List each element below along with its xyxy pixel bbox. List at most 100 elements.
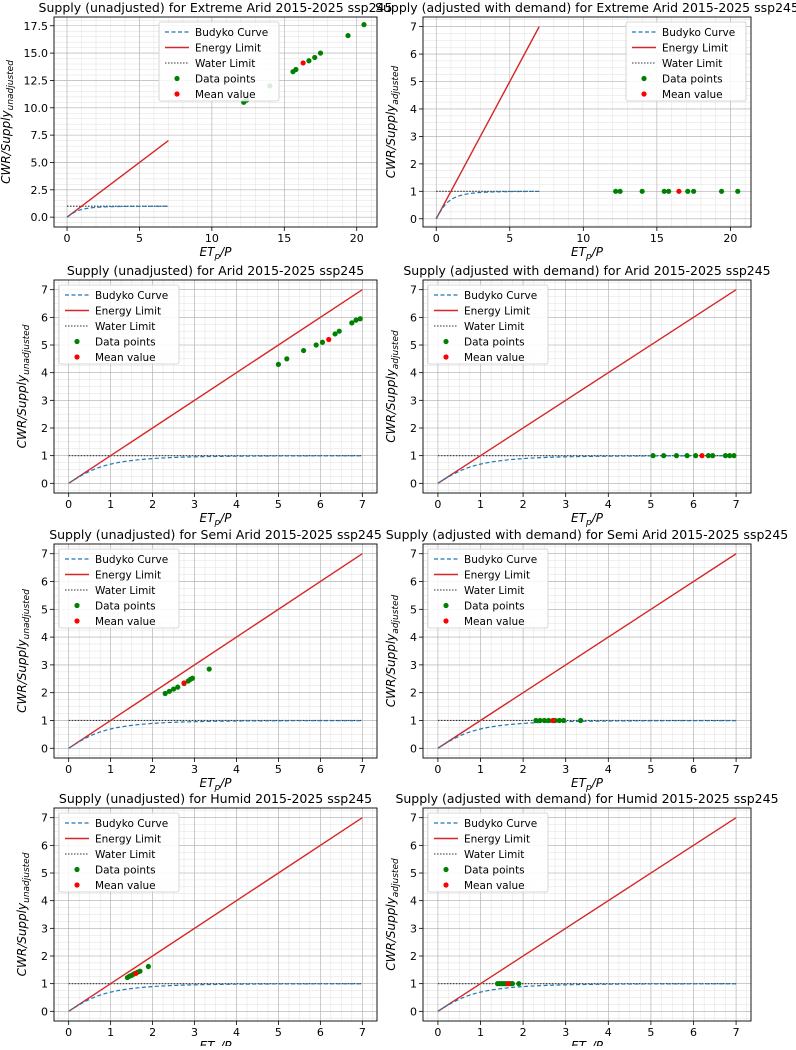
x-tick-label: 20 [723, 232, 737, 245]
y-tick-label: 6 [41, 576, 48, 589]
mean-point [181, 680, 187, 686]
axes-frame [422, 543, 752, 759]
legend-box [427, 812, 549, 893]
y-axis-label-main: CWR/Supply [384, 633, 398, 707]
x-axis-label-sub: p [585, 252, 592, 262]
energy-limit-line [437, 553, 737, 749]
y-tick-label: 1 [410, 714, 417, 727]
legend-label: Budyko Curve [464, 290, 537, 302]
x-axis-label-tail: /P [219, 1039, 232, 1046]
mean-point [326, 336, 332, 343]
x-tick-label: 3 [562, 1026, 569, 1039]
x-tick-label: 0 [434, 763, 441, 776]
chart-panel-8: 0 1 2 3 4 5 6 7 0 1 2 3 4 5 6 7 Supply (adjusted with de… [384, 791, 779, 1050]
chart-panel-3: 0 1 2 3 4 5 6 7 0 1 2 3 4 5 6 7 Supply (unadjusted) for … [15, 263, 378, 528]
axes-frame [53, 543, 378, 759]
legend-label: Budyko Curve [95, 818, 168, 830]
data-point [722, 453, 729, 459]
y-tick-label: 4 [41, 895, 48, 908]
data-point [617, 188, 623, 194]
legend-label: Water Limit [464, 321, 524, 333]
y-axis-label: CWR/Supplyunadjusted [15, 852, 32, 976]
y-axis-label-sub: adjusted [391, 595, 401, 634]
y-tick-label: 3 [410, 659, 417, 672]
axes-frame [53, 807, 378, 1022]
y-tick-label: 0 [410, 213, 417, 226]
legend-label: Budyko Curve [95, 290, 168, 302]
legend-handle-mean [443, 354, 449, 360]
x-tick-label: 10 [576, 232, 590, 245]
x-tick-label: 6 [317, 1026, 324, 1039]
y-tick-label: 5 [410, 867, 417, 880]
data-point [317, 50, 324, 56]
x-axis-label-tail: /P [591, 245, 604, 259]
legend-handle-mean [174, 91, 180, 97]
legend-label: Energy Limit [95, 834, 161, 846]
y-axis-label: CWR/Supplyunadjusted [0, 60, 16, 184]
series-group [437, 817, 737, 1012]
x-axis-label: ETp/P [571, 245, 604, 262]
y-axis-label-main: CWR/Supply [15, 902, 29, 976]
legend-label: Mean value [662, 89, 723, 101]
legend-label: Energy Limit [662, 43, 728, 55]
x-tick-label: 2 [149, 1026, 156, 1039]
legend-handle-data [641, 75, 647, 82]
data-point [666, 188, 672, 194]
x-tick-label: 1 [107, 498, 114, 511]
x-tick-label: 10 [205, 232, 219, 245]
data-point [673, 453, 680, 459]
data-point [509, 981, 516, 987]
y-tick-label: 5 [41, 867, 48, 880]
x-tick-label: 6 [690, 498, 697, 511]
y-tick-label: 1 [410, 185, 417, 198]
legend: Budyko Curve Energy Limit Water Limit Data … [427, 284, 549, 365]
data-point [693, 453, 699, 459]
x-tick-label: 7 [733, 763, 740, 776]
x-tick-label: 0 [65, 763, 72, 776]
legend-label: Water Limit [464, 585, 524, 597]
data-point [319, 339, 326, 345]
y-axis-label-main: CWR/Supply [384, 104, 398, 178]
legend-label: Water Limit [464, 849, 524, 861]
x-tick-label: 4 [605, 498, 612, 511]
chart-title: Supply (unadjusted) for Arid 2015-2025 s… [67, 263, 364, 278]
x-tick-label: 2 [520, 763, 527, 776]
budyko-curve [437, 719, 737, 749]
y-tick-label: 5 [41, 603, 48, 616]
x-tick-label: 2 [149, 763, 156, 776]
legend-label: Energy Limit [464, 834, 530, 846]
axes-frame [422, 16, 752, 228]
y-axis-label-sub: adjusted [391, 330, 401, 369]
legend-label: Energy Limit [195, 43, 261, 55]
y-tick-label: 2 [41, 422, 48, 435]
data-point [312, 54, 318, 61]
x-axis-label-tail: /P [219, 776, 232, 790]
y-tick-label: 2 [410, 950, 417, 963]
series-group [435, 26, 741, 220]
y-tick-label: 2 [410, 422, 417, 435]
data-point [284, 356, 290, 362]
mean-point [300, 60, 306, 66]
budyko-curve [68, 455, 363, 484]
legend-label: Energy Limit [464, 306, 530, 318]
data-point [560, 717, 567, 724]
legend-box [58, 284, 180, 365]
legend-box [625, 21, 747, 102]
x-axis-label-main: ET [200, 1039, 217, 1046]
legend-handle-mean [443, 882, 449, 888]
legend-box [58, 812, 180, 893]
y-tick-label: 1 [41, 450, 48, 463]
energy-limit-line [66, 140, 169, 218]
x-tick-label: 3 [562, 763, 569, 776]
legend-handle-data [443, 602, 449, 609]
y-axis-label: CWR/Supplyadjusted [384, 858, 401, 971]
legend-label: Data points [195, 74, 256, 86]
legend-box [58, 548, 180, 629]
y-tick-label: 6 [410, 311, 417, 324]
x-axis-label-tail: /P [219, 245, 232, 259]
data-point [353, 317, 359, 323]
legend-handle-data [443, 338, 449, 345]
x-axis-label: ETp/P [200, 511, 233, 528]
